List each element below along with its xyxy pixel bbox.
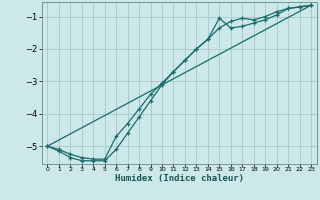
X-axis label: Humidex (Indice chaleur): Humidex (Indice chaleur) [115, 174, 244, 183]
